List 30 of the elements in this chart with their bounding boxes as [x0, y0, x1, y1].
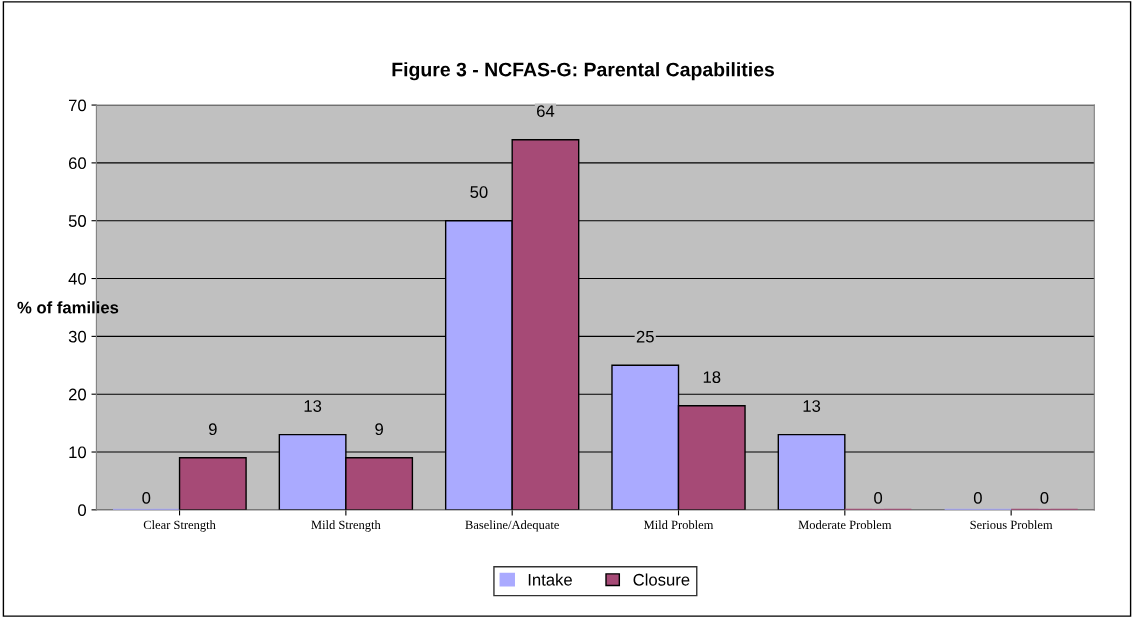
x-tick-label: Moderate Problem	[798, 520, 892, 530]
y-tick-label: 20	[68, 388, 87, 401]
x-tick-label: Mild Strength	[311, 520, 381, 532]
data-label: 0	[142, 491, 151, 504]
data-label: 25	[636, 330, 654, 343]
data-label: 9	[208, 423, 217, 436]
y-tick-label: 40	[68, 272, 87, 285]
x-tick-label: Clear Strength	[143, 520, 216, 532]
data-label: 13	[304, 400, 322, 412]
data-label: 0	[1040, 491, 1049, 504]
data-label: 18	[703, 371, 721, 384]
data-label: 64	[537, 105, 555, 118]
x-tick-label: Serious Problem	[970, 520, 1053, 530]
y-tick-label: 70	[68, 99, 87, 112]
x-tick-label: Mild Problem	[643, 520, 714, 530]
y-tick-label: 50	[68, 215, 87, 227]
data-label: 50	[470, 186, 488, 198]
data-label: 0	[874, 491, 883, 504]
data-label: 9	[375, 423, 383, 436]
chart-title: Figure 3 - NCFAS-G: Parental Capabilities	[392, 62, 774, 81]
y-tick-label: 30	[68, 330, 87, 343]
y-tick-label: 60	[68, 157, 87, 170]
legend-label: Closure	[633, 573, 690, 586]
y-tick-label: 0	[78, 504, 87, 517]
y-tick-label: 10	[69, 446, 87, 459]
y-axis-title: % of families	[17, 301, 119, 314]
data-label: 0	[973, 491, 982, 504]
x-tick-label: Baseline/Adequate	[465, 520, 559, 532]
data-label: 13	[803, 400, 821, 412]
legend-label: Intake	[528, 573, 572, 586]
